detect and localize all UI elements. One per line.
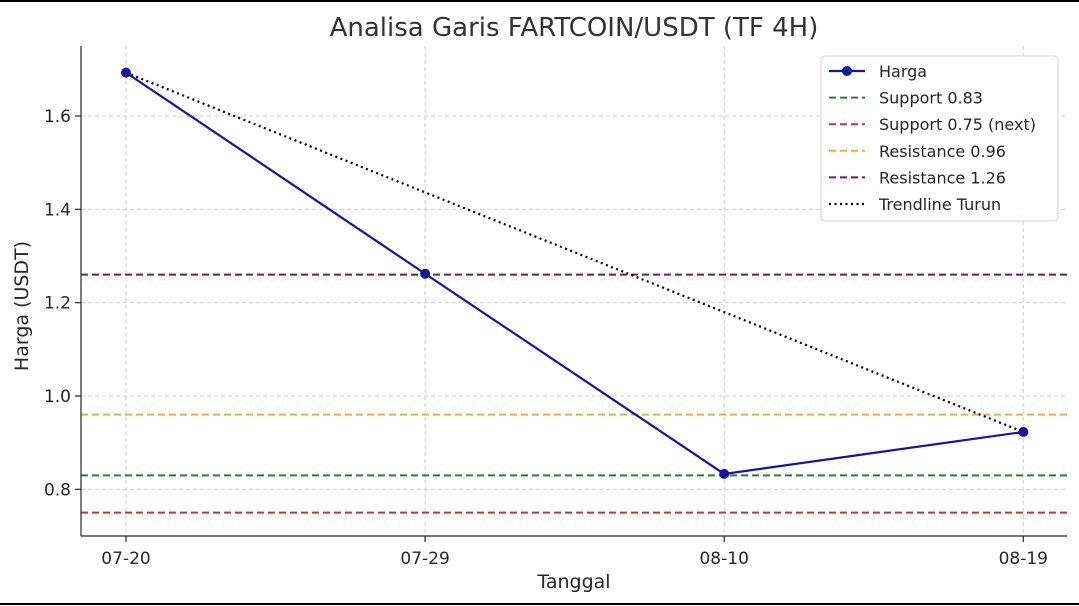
axes [80, 46, 1067, 537]
y-ticks: 0.8 1.0 1.2 1.4 1.6 [44, 107, 81, 500]
x-axis-label: Tanggal [536, 571, 610, 593]
y-tick-label: 1.6 [44, 107, 71, 127]
y-axis-label: Harga (USDT) [11, 241, 33, 371]
series-line [125, 71, 1024, 476]
trendline-group [125, 71, 1024, 433]
legend-label: Support 0.83 [879, 89, 983, 108]
data-point [420, 268, 431, 279]
x-ticks: 07-20 07-29 08-10 08-19 [101, 536, 1048, 569]
y-tick-label: 1.2 [44, 294, 71, 314]
x-tick-label: 08-19 [999, 549, 1048, 569]
legend-label: Resistance 0.96 [879, 142, 1006, 161]
series-group [121, 67, 1029, 479]
data-point [719, 468, 730, 479]
data-point [121, 67, 131, 78]
y-tick-label: 1.0 [44, 387, 71, 407]
x-tick-label: 07-20 [101, 549, 150, 569]
legend-swatch-marker [842, 66, 852, 76]
trendline [125, 71, 1024, 433]
legend-label: Harga [879, 62, 927, 81]
legend-label: Resistance 1.26 [879, 168, 1006, 187]
x-tick-label: 08-10 [699, 549, 748, 569]
x-tick-label: 07-29 [400, 549, 449, 569]
y-tick-label: 1.4 [44, 200, 71, 220]
legend-label: Trendline Turun [878, 195, 1001, 214]
legend-box [820, 55, 1059, 222]
legend: Harga Support 0.83 Support 0.75 (next) Resi… [820, 55, 1059, 222]
data-point [1018, 426, 1029, 437]
chart-title: Analisa Garis FARTCOIN/USDT (TF 4H) [330, 13, 819, 43]
legend-label: Support 0.75 (next) [879, 115, 1036, 134]
y-tick-label: 0.8 [44, 480, 71, 500]
